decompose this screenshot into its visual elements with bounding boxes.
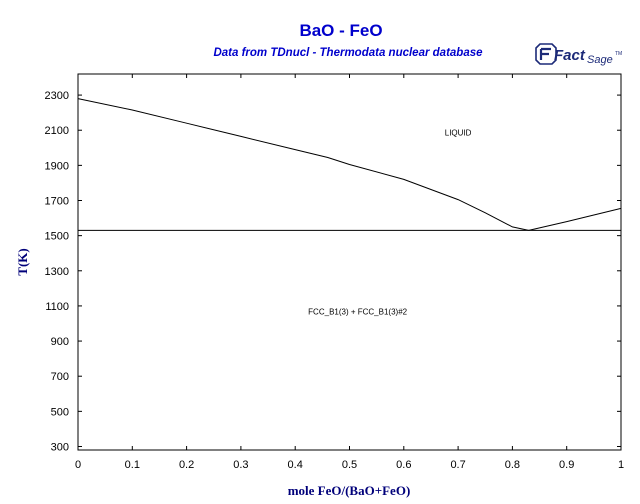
phase-boundaries (77, 98, 622, 231)
x-tick-label: 0.6 (396, 459, 411, 471)
chart-title: BaO - FeO (299, 21, 382, 40)
factsage-logo: Fact Sage TM (535, 43, 622, 66)
region-label: LIQUID (445, 128, 472, 137)
x-tick-label: 0.5 (342, 459, 357, 471)
x-axis-title: mole FeO/(BaO+FeO) (288, 483, 411, 498)
x-tick-label: 0.8 (505, 459, 520, 471)
x-tick-label: 0.2 (179, 459, 194, 471)
y-tick-label: 500 (51, 406, 69, 418)
x-tick-label: 0 (75, 459, 81, 471)
x-tick-label: 0.3 (233, 459, 248, 471)
y-tick-label: 1900 (45, 160, 69, 172)
x-axis: 0 0.1 0.2 0.3 0.4 0.5 0.6 0.7 0.8 0.9 1 (75, 74, 624, 471)
y-tick-label: 2100 (45, 125, 69, 137)
y-axis: 300 500 700 900 1100 1300 1500 1700 1900 2100 2300 (45, 90, 621, 453)
y-tick-label: 1500 (45, 231, 69, 243)
x-tick-label: 0.9 (559, 459, 574, 471)
phase-boundary-line (528, 207, 622, 231)
y-tick-label: 1700 (45, 196, 69, 208)
y-axis-title: T(K) (15, 248, 30, 275)
y-tick-label: 1300 (45, 266, 69, 278)
x-tick-label: 1 (618, 459, 624, 471)
y-tick-label: 300 (51, 441, 69, 453)
x-tick-label: 0.4 (288, 459, 303, 471)
region-label: FCC_B1(3) + FCC_B1(3)#2 (308, 308, 407, 317)
x-tick-label: 0.7 (450, 459, 465, 471)
chart-subtitle: Data from TDnucl - Thermodata nuclear da… (213, 47, 483, 59)
factsage-logo-emblem (535, 43, 557, 65)
region-labels: LIQUID FCC_B1(3) + FCC_B1(3)#2 (308, 128, 471, 316)
y-tick-label: 2300 (45, 90, 69, 102)
logo-sage: Sage (587, 54, 613, 66)
y-tick-label: 700 (51, 371, 69, 383)
logo-tm: TM (615, 51, 622, 57)
y-tick-label: 900 (51, 336, 69, 348)
logo-fact: Fact (554, 47, 586, 64)
x-tick-label: 0.1 (125, 459, 140, 471)
y-tick-label: 1100 (45, 301, 69, 313)
plot-frame (77, 73, 622, 451)
phase-boundary-line (77, 98, 529, 231)
